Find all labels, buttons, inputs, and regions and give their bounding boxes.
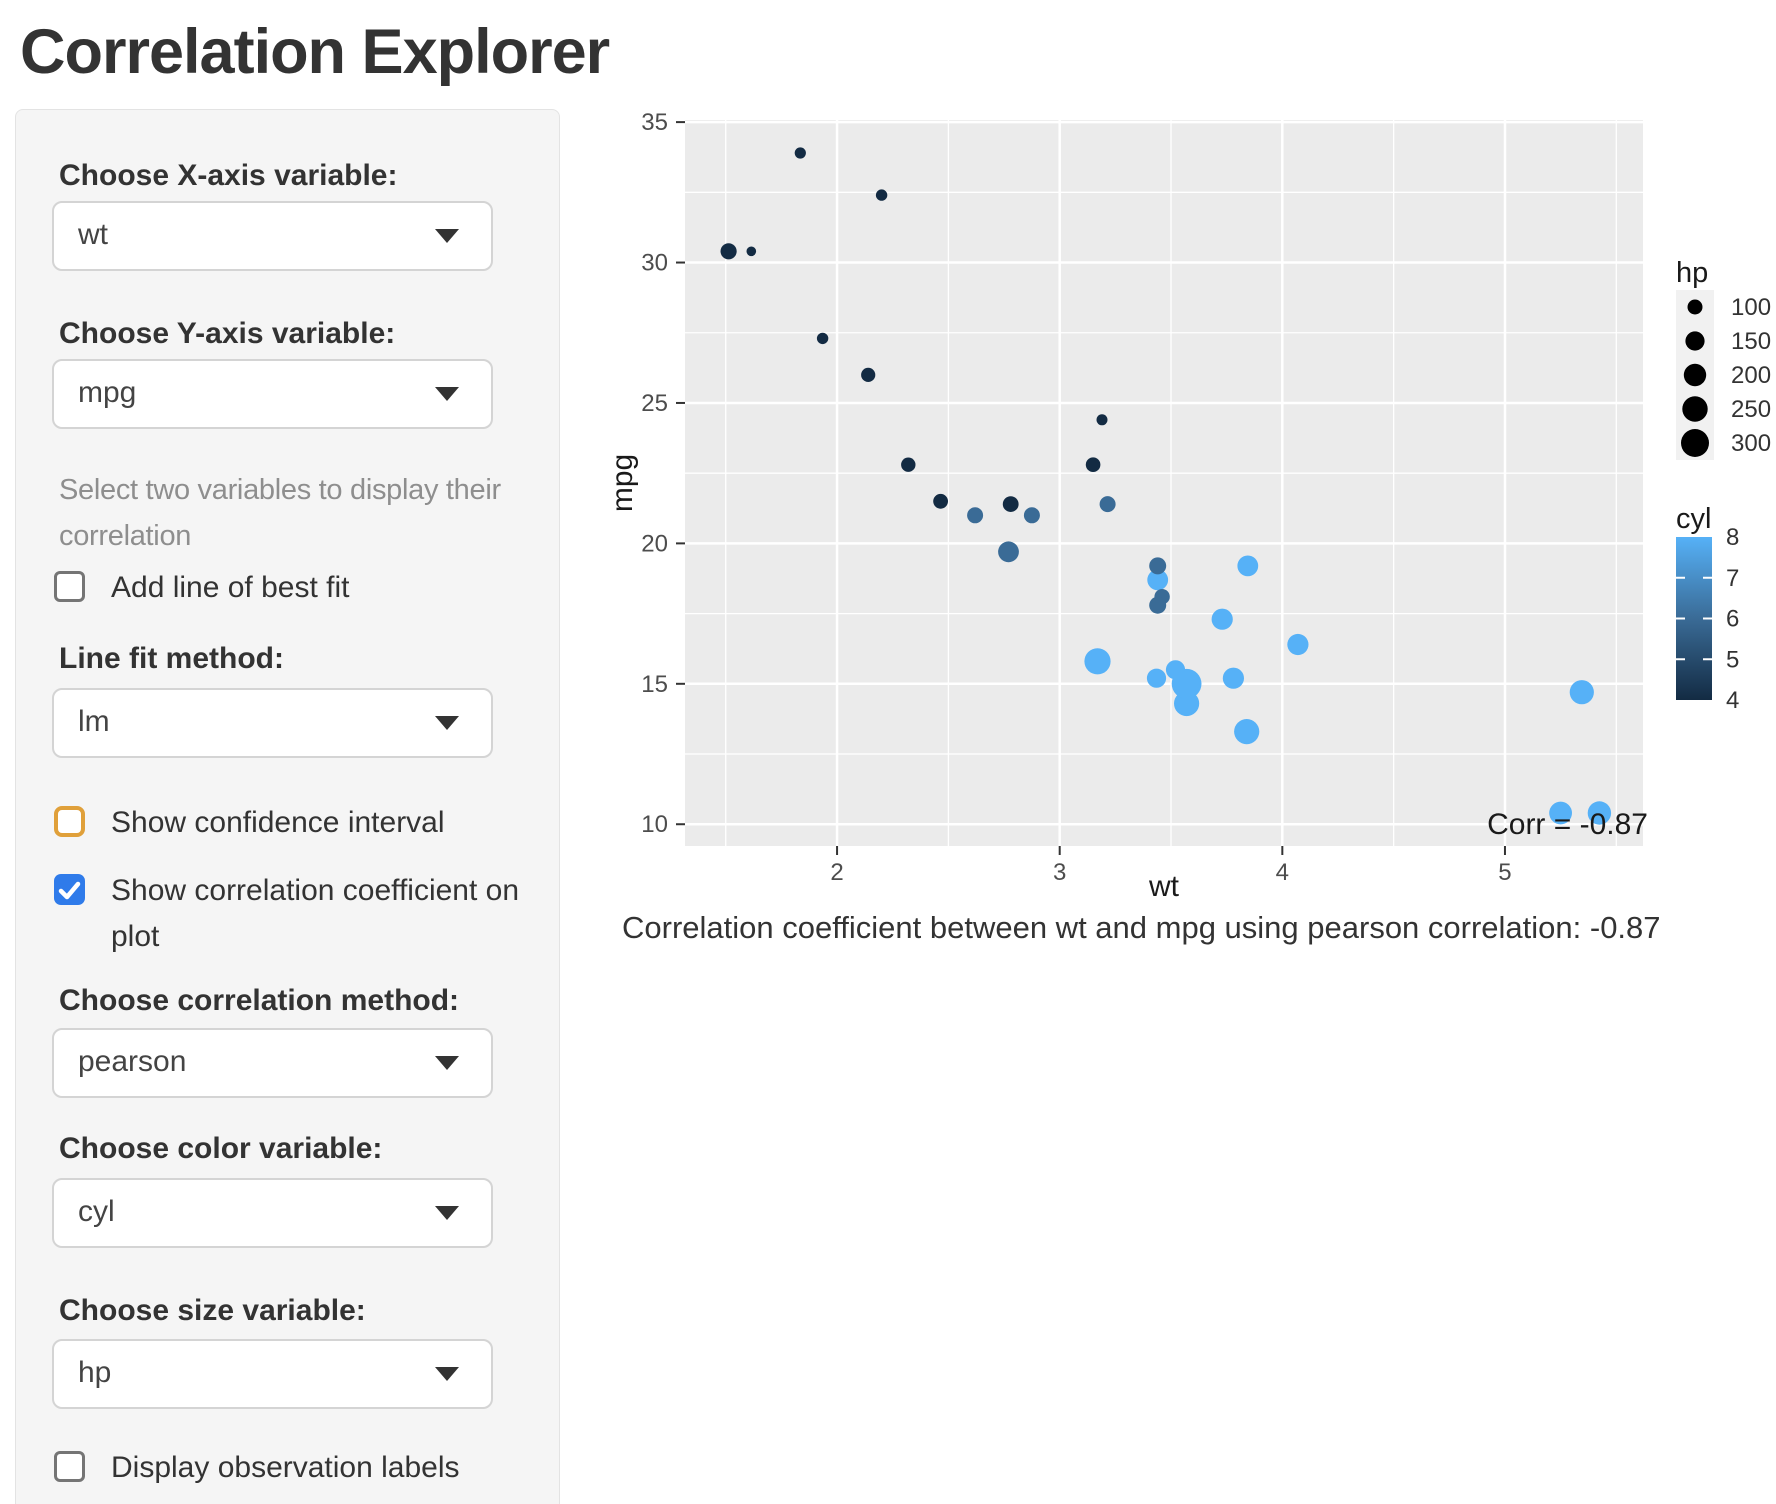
data-point [1149, 596, 1167, 614]
size-var-select-value: hp [78, 1356, 112, 1389]
corr-method-select-value: pearson [78, 1045, 187, 1078]
x-axis-title: wt [1148, 870, 1180, 903]
size-legend-dot [1687, 299, 1703, 315]
check-icon [58, 881, 81, 900]
x-tick-label: 3 [1053, 859, 1066, 886]
data-point [720, 243, 737, 260]
sidebar-panel: Choose X-axis variable: wt Choose Y-axis… [15, 109, 560, 1504]
size-legend-label: 300 [1731, 430, 1771, 457]
corr-method-select[interactable]: pearson [52, 1028, 493, 1098]
color-var-select[interactable]: cyl [52, 1178, 493, 1248]
x-tick-label: 2 [830, 859, 843, 886]
chevron-down-icon [435, 229, 459, 243]
data-point [1549, 801, 1572, 825]
chevron-down-icon [435, 1367, 459, 1381]
data-point [746, 246, 757, 257]
x-axis-select[interactable]: wt [52, 201, 493, 271]
data-point [861, 367, 876, 382]
size-legend-label: 200 [1731, 362, 1771, 389]
data-point [1222, 667, 1244, 689]
size-legend-label: 250 [1731, 396, 1771, 423]
data-point [1237, 555, 1259, 577]
color-legend-label: 6 [1726, 606, 1739, 633]
y-axis-label: Choose Y-axis variable: [59, 317, 396, 350]
chevron-down-icon [435, 1056, 459, 1070]
color-legend-label: 4 [1726, 687, 1739, 714]
y-axis-title: mpg [606, 454, 639, 512]
data-point [1147, 569, 1169, 591]
best-fit-checkbox[interactable] [54, 571, 85, 602]
show-corr-checkbox[interactable] [54, 874, 85, 905]
data-point [1149, 557, 1167, 575]
line-method-select[interactable]: lm [52, 688, 493, 758]
data-point [1211, 608, 1233, 630]
data-point [794, 147, 806, 159]
line-method-label: Line fit method: [59, 642, 284, 675]
data-point [1234, 719, 1260, 745]
data-point [933, 493, 948, 509]
plot-panel [685, 120, 1643, 846]
y-tick-label: 25 [641, 390, 668, 417]
size-var-label: Choose size variable: [59, 1294, 366, 1327]
correlation-caption: Correlation coefficient between wt and m… [622, 910, 1661, 945]
size-legend-dot [1685, 331, 1705, 351]
data-point [1587, 801, 1612, 825]
color-legend-label: 5 [1726, 646, 1739, 673]
color-legend-label: 8 [1726, 524, 1739, 551]
chevron-down-icon [435, 1206, 459, 1220]
page-title: Correlation Explorer [20, 17, 610, 87]
size-legend-dot [1682, 396, 1708, 422]
y-tick-label: 20 [641, 530, 668, 557]
chevron-down-icon [435, 387, 459, 401]
data-point [1099, 496, 1116, 513]
y-tick-label: 15 [641, 671, 668, 698]
data-point [1085, 457, 1101, 473]
chevron-down-icon [435, 716, 459, 730]
color-legend-title: cyl [1676, 503, 1711, 535]
line-method-select-value: lm [78, 705, 110, 738]
corr-annotation: Corr = -0.87 [1487, 808, 1648, 841]
obs-labels-checkbox[interactable] [54, 1451, 85, 1482]
data-point [998, 541, 1019, 563]
data-point [875, 189, 888, 201]
size-legend-label: 100 [1731, 294, 1771, 321]
size-legend-label: 150 [1731, 328, 1771, 355]
data-point [1569, 680, 1594, 705]
conf-int-label: Show confidence interval [111, 806, 445, 839]
data-point [1084, 648, 1111, 675]
color-var-select-value: cyl [78, 1195, 115, 1228]
data-point [901, 457, 916, 472]
data-point [1023, 507, 1040, 524]
size-legend-dot [1681, 429, 1709, 457]
conf-int-checkbox[interactable] [54, 806, 85, 837]
corr-method-label: Choose correlation method: [59, 984, 460, 1017]
data-point [816, 332, 829, 345]
y-tick-label: 35 [641, 109, 668, 136]
x-axis-label: Choose X-axis variable: [59, 159, 398, 192]
y-axis-select-value: mpg [78, 376, 137, 409]
data-point [1096, 414, 1108, 426]
y-axis-select[interactable]: mpg [52, 359, 493, 429]
x-axis-select-value: wt [78, 218, 108, 251]
color-legend-label: 7 [1726, 565, 1739, 592]
show-corr-label: Show correlation coefficient on plot [111, 874, 520, 953]
data-point [1146, 668, 1167, 688]
data-point [1287, 633, 1309, 656]
y-tick-label: 30 [641, 250, 668, 277]
best-fit-label: Add line of best fit [111, 571, 350, 604]
color-var-label: Choose color variable: [59, 1132, 383, 1165]
y-tick-label: 10 [641, 811, 668, 838]
data-point [1002, 496, 1019, 512]
obs-labels-label: Display observation labels [111, 1451, 460, 1484]
x-tick-label: 5 [1498, 859, 1511, 886]
data-point [967, 507, 984, 524]
x-tick-label: 4 [1276, 859, 1289, 886]
help-text: Select two variables to display their co… [59, 474, 501, 552]
size-var-select[interactable]: hp [52, 1339, 493, 1409]
data-point [1171, 668, 1202, 699]
size-legend-title: hp [1676, 257, 1708, 289]
size-legend-dot [1683, 363, 1707, 387]
